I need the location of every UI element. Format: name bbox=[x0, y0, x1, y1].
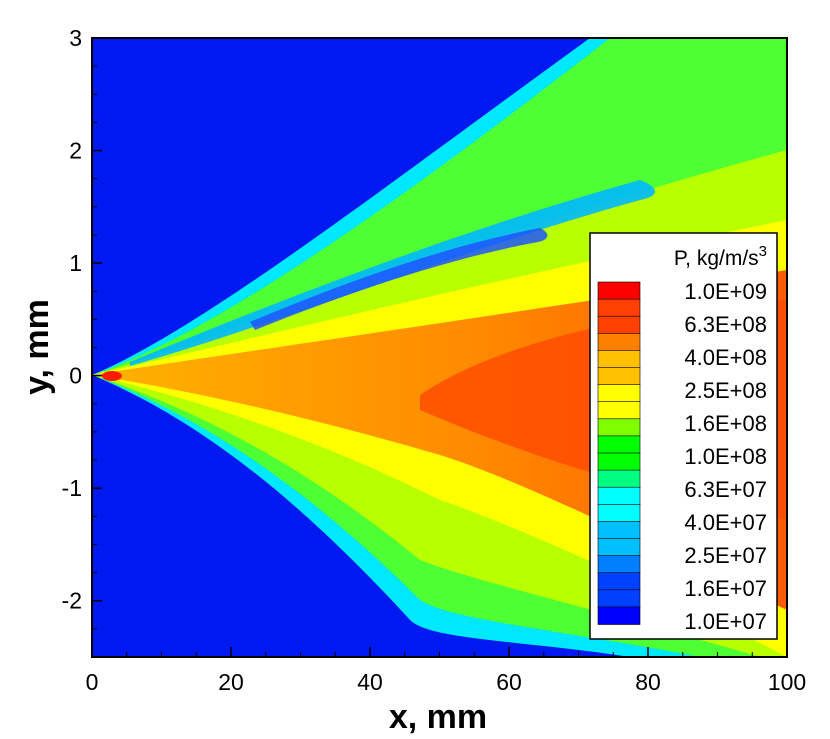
legend-swatch bbox=[597, 589, 641, 608]
legend-label: 1.0E+08 bbox=[684, 444, 767, 469]
y-tick-label: 2 bbox=[69, 138, 82, 164]
legend-swatch bbox=[597, 315, 641, 335]
legend-label: 4.0E+08 bbox=[684, 345, 767, 370]
y-tick-label: 0 bbox=[69, 363, 82, 389]
x-tick-label: 60 bbox=[496, 669, 522, 695]
x-tick-label: 80 bbox=[635, 669, 661, 695]
legend-swatch bbox=[597, 384, 641, 403]
legend-label: 1.0E+09 bbox=[684, 279, 767, 304]
y-axis-label: y, mm bbox=[18, 299, 56, 395]
y-tick-label: 3 bbox=[69, 25, 82, 51]
x-axis-label: x, mm bbox=[389, 698, 487, 736]
y-tick-label: -2 bbox=[62, 588, 82, 614]
y-tick-label: 1 bbox=[69, 250, 82, 276]
legend-swatch bbox=[597, 367, 641, 386]
legend-swatch bbox=[597, 521, 641, 540]
legend-label: 4.0E+07 bbox=[684, 510, 767, 535]
legend-title-superscript: 3 bbox=[759, 243, 767, 260]
x-tick-label: 100 bbox=[768, 669, 806, 695]
legend-swatch bbox=[597, 281, 641, 300]
legend-swatch bbox=[597, 572, 641, 591]
legend-label: 1.6E+07 bbox=[684, 576, 767, 601]
x-tick-label: 40 bbox=[357, 669, 383, 695]
legend-label: 2.5E+07 bbox=[684, 543, 767, 568]
legend-swatch bbox=[597, 469, 641, 489]
legend-label: 6.3E+08 bbox=[684, 312, 767, 337]
colorbar-legend: P, kg/m/s3 1.0E+096.3E+084.0E+082.5E+081… bbox=[589, 232, 778, 640]
legend-swatch bbox=[597, 435, 641, 454]
legend-swatch bbox=[597, 332, 641, 352]
legend-swatch bbox=[597, 538, 641, 557]
legend-label: 1.0E+07 bbox=[684, 609, 767, 634]
legend-swatch bbox=[597, 555, 641, 574]
upper-low-band-core bbox=[250, 228, 548, 330]
y-axis: -2 -1 0 1 2 3 bbox=[62, 25, 102, 658]
legend-labels: 1.0E+09 6.3E+08 4.0E+08 2.5E+08 1.6E+08 1.0E+… bbox=[684, 279, 767, 634]
peak-spot bbox=[102, 371, 122, 381]
x-tick-label: 20 bbox=[218, 669, 244, 695]
y-tick-label: -1 bbox=[62, 475, 82, 501]
x-tick-label: 0 bbox=[86, 669, 99, 695]
legend-swatch bbox=[597, 350, 641, 369]
legend-swatch bbox=[597, 452, 641, 471]
legend-title: P, kg/m/s3 bbox=[674, 243, 767, 270]
legend-swatch bbox=[597, 298, 641, 318]
legend-label: 1.6E+08 bbox=[684, 411, 767, 436]
legend-swatch bbox=[597, 418, 641, 437]
legend-swatches bbox=[597, 281, 641, 625]
legend-swatch bbox=[597, 503, 641, 523]
legend-swatch bbox=[597, 401, 641, 420]
legend-swatch bbox=[597, 606, 641, 625]
x-axis: 0 20 40 60 80 100 bbox=[86, 647, 806, 695]
legend-label: 2.5E+08 bbox=[684, 378, 767, 403]
legend-label: 6.3E+07 bbox=[684, 477, 767, 502]
legend-swatch bbox=[597, 486, 641, 506]
